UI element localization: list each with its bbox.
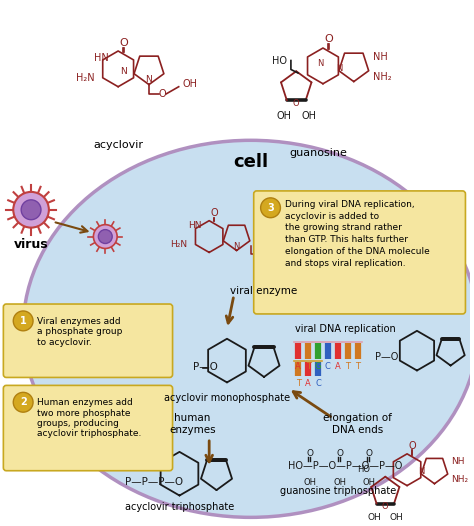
Text: OH: OH [333, 478, 346, 487]
Text: cell: cell [233, 153, 268, 171]
Text: N: N [317, 59, 323, 68]
Text: O: O [293, 99, 300, 108]
Ellipse shape [23, 140, 474, 518]
Text: OH: OH [182, 79, 197, 89]
Circle shape [13, 311, 33, 331]
Text: Human enzymes add
two more phosphate
groups, producing
acyclovir triphosphate.: Human enzymes add two more phosphate gro… [37, 398, 141, 439]
Text: H₂N: H₂N [76, 73, 95, 83]
Circle shape [99, 230, 112, 244]
Text: O: O [159, 89, 166, 99]
Text: OH: OH [389, 513, 403, 522]
Text: guanosine: guanosine [289, 148, 347, 158]
Text: O: O [366, 449, 373, 458]
Text: OH: OH [367, 513, 381, 522]
Circle shape [93, 225, 117, 248]
FancyBboxPatch shape [3, 304, 173, 378]
Text: O: O [336, 449, 343, 458]
Text: NH₂: NH₂ [374, 72, 392, 82]
Text: O: O [382, 502, 389, 511]
Text: Viral enzymes add
a phosphate group
to acyclovir.: Viral enzymes add a phosphate group to a… [37, 317, 122, 347]
Text: C: C [325, 361, 331, 371]
Text: During viral DNA replication,
acyclovir is added to
the growing strand rather
th: During viral DNA replication, acyclovir … [285, 200, 430, 268]
Text: 3: 3 [267, 203, 274, 213]
Text: virus: virus [14, 238, 48, 250]
Text: N: N [120, 67, 127, 76]
Text: NH: NH [374, 52, 388, 62]
Text: OH: OH [301, 110, 316, 120]
Text: P—O: P—O [375, 351, 399, 361]
Text: HN: HN [188, 221, 201, 230]
Text: HO—P—O—P—O—P—O: HO—P—O—P—O—P—O [288, 461, 403, 471]
Text: O: O [210, 208, 218, 218]
Text: guanosine triphosphate: guanosine triphosphate [280, 485, 396, 495]
Circle shape [21, 200, 41, 220]
Text: T: T [306, 361, 310, 371]
Text: A: A [295, 361, 301, 371]
Text: N: N [336, 64, 342, 73]
Text: N: N [146, 75, 152, 84]
Text: H₂N: H₂N [170, 240, 187, 249]
Text: G: G [315, 361, 321, 371]
Text: N: N [233, 241, 240, 250]
FancyBboxPatch shape [3, 386, 173, 471]
Text: T: T [296, 379, 301, 388]
Text: O: O [409, 441, 416, 451]
Text: acyclovir: acyclovir [93, 140, 143, 150]
Text: OH: OH [363, 478, 376, 487]
Text: OH: OH [276, 110, 292, 120]
Circle shape [261, 198, 281, 218]
Text: A: A [305, 379, 311, 388]
Text: OH: OH [304, 478, 317, 487]
Text: viral DNA replication: viral DNA replication [295, 324, 396, 334]
Text: T: T [355, 361, 360, 371]
Text: HO: HO [357, 465, 371, 474]
Text: N: N [418, 467, 425, 476]
Text: acyclovir triphosphate: acyclovir triphosphate [125, 502, 234, 512]
Text: viral enzyme: viral enzyme [230, 286, 297, 296]
Text: T: T [345, 361, 350, 371]
Text: A: A [335, 361, 341, 371]
Text: P—O: P—O [193, 362, 218, 372]
Text: OH: OH [284, 239, 299, 249]
Text: O: O [325, 34, 333, 44]
Text: O: O [258, 247, 265, 256]
Text: HN: HN [94, 53, 109, 63]
Text: O: O [307, 449, 314, 458]
Text: elongation of
DNA ends: elongation of DNA ends [323, 413, 392, 435]
Text: HO: HO [273, 56, 287, 66]
FancyBboxPatch shape [254, 191, 465, 314]
Text: NH: NH [451, 457, 465, 466]
Text: NH₂: NH₂ [451, 475, 468, 484]
Text: P—P—P—O: P—P—P—O [125, 477, 183, 487]
Circle shape [13, 192, 49, 228]
Text: acyclovir monophosphate: acyclovir monophosphate [164, 393, 290, 403]
Text: C: C [315, 379, 321, 388]
Text: 1: 1 [20, 316, 27, 326]
Text: human
enzymes: human enzymes [169, 413, 216, 435]
Circle shape [13, 392, 33, 412]
Text: 2: 2 [20, 397, 27, 407]
Text: O: O [119, 38, 128, 48]
